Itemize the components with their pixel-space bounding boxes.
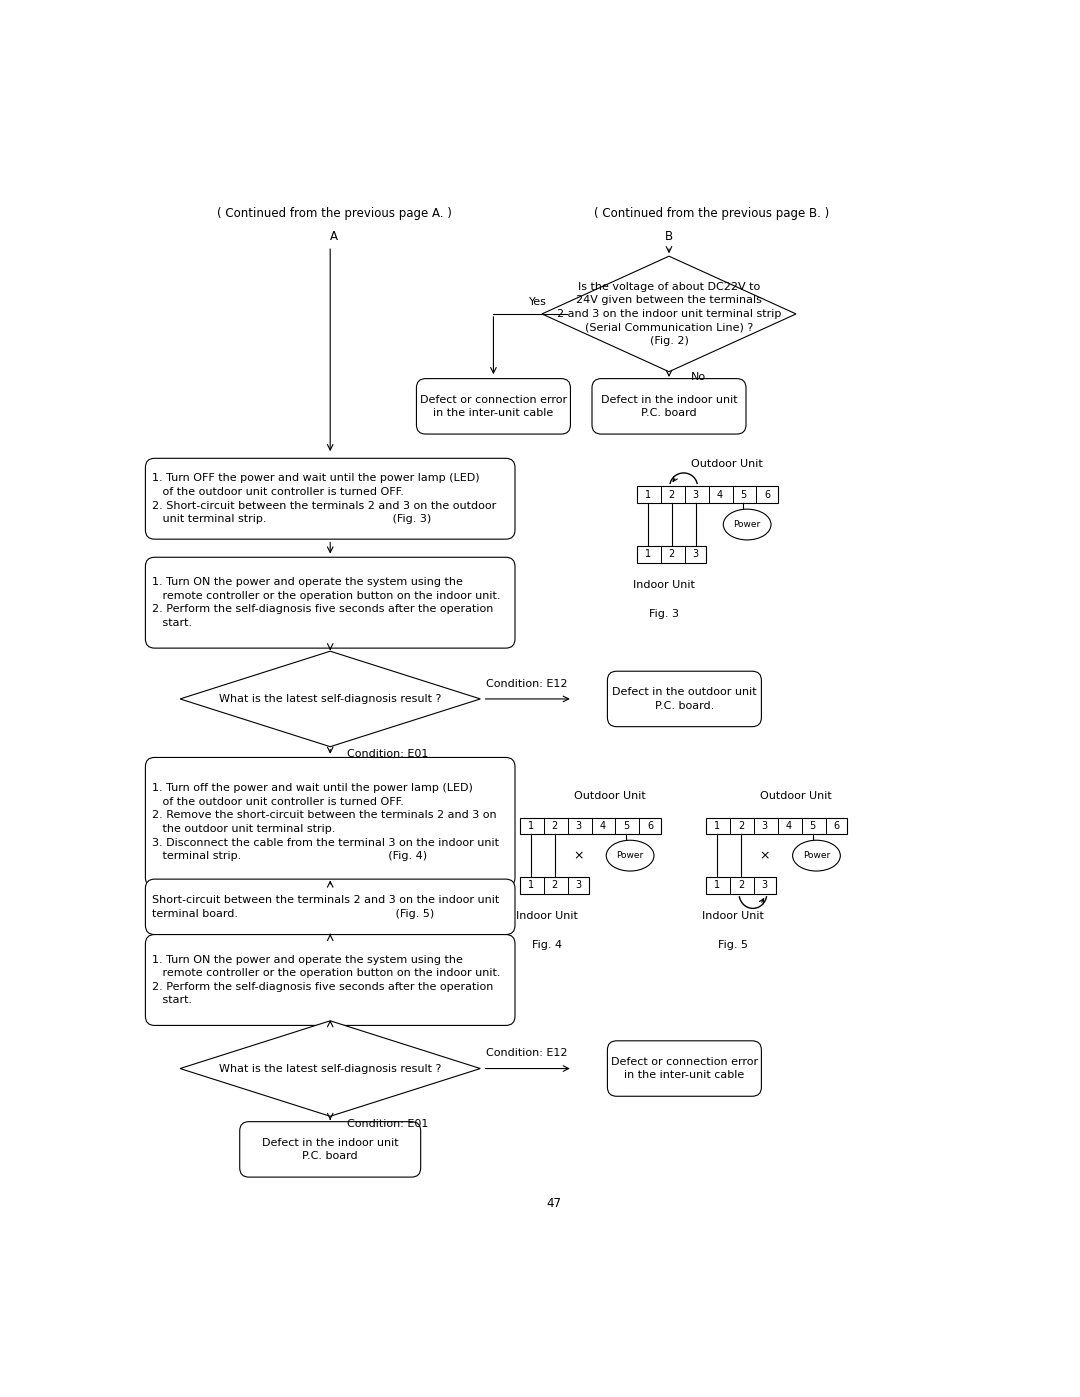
Text: Power: Power [733, 520, 760, 529]
Text: 3: 3 [761, 880, 768, 890]
Text: What is the latest self-diagnosis result ?: What is the latest self-diagnosis result… [219, 694, 442, 704]
Ellipse shape [793, 840, 840, 872]
Text: 2: 2 [738, 880, 744, 890]
Text: 2: 2 [738, 821, 744, 831]
Bar [637, 546, 706, 563]
Text: Defect or connection error
in the inter-unit cable: Defect or connection error in the inter-… [611, 1056, 758, 1080]
Text: 47: 47 [546, 1197, 561, 1210]
Text: Defect in the indoor unit
P.C. board: Defect in the indoor unit P.C. board [261, 1137, 399, 1161]
Polygon shape [542, 256, 796, 372]
Text: Defect in the outdoor unit
P.C. board.: Defect in the outdoor unit P.C. board. [612, 687, 757, 711]
Text: 1: 1 [645, 549, 651, 559]
Text: What is the latest self-diagnosis result ?: What is the latest self-diagnosis result… [219, 1063, 442, 1073]
FancyBboxPatch shape [146, 557, 515, 648]
Text: 4: 4 [716, 490, 723, 500]
Text: 1: 1 [528, 821, 534, 831]
Text: Short-circuit between the terminals 2 and 3 on the indoor unit
terminal board.  : Short-circuit between the terminals 2 an… [151, 895, 499, 919]
Text: Outdoor Unit: Outdoor Unit [691, 460, 762, 469]
Text: Fig. 4: Fig. 4 [531, 940, 562, 950]
Text: 1: 1 [714, 821, 720, 831]
Text: Outdoor Unit: Outdoor Unit [573, 791, 646, 800]
Text: Indoor Unit: Indoor Unit [702, 911, 765, 921]
Text: 5: 5 [810, 821, 815, 831]
Text: Power: Power [802, 851, 831, 861]
Text: Defect or connection error
in the inter-unit cable: Defect or connection error in the inter-… [420, 394, 567, 418]
Text: A: A [330, 231, 338, 243]
FancyBboxPatch shape [607, 671, 761, 726]
Text: 6: 6 [834, 821, 839, 831]
FancyBboxPatch shape [417, 379, 570, 434]
Text: Fig. 3: Fig. 3 [649, 609, 679, 619]
FancyBboxPatch shape [240, 1122, 421, 1178]
FancyBboxPatch shape [146, 879, 515, 935]
Text: 5: 5 [740, 490, 746, 500]
Text: No: No [690, 372, 705, 383]
Text: 3: 3 [692, 490, 699, 500]
Text: 5: 5 [623, 821, 630, 831]
Ellipse shape [724, 509, 771, 539]
Text: 1: 1 [528, 880, 534, 890]
Text: ×: × [573, 849, 584, 862]
Text: 1. Turn off the power and wait until the power lamp (LED)
   of the outdoor unit: 1. Turn off the power and wait until the… [151, 784, 499, 861]
Bar [519, 817, 661, 834]
FancyBboxPatch shape [146, 458, 515, 539]
Text: 3: 3 [576, 880, 582, 890]
Text: 1. Turn OFF the power and wait until the power lamp (LED)
   of the outdoor unit: 1. Turn OFF the power and wait until the… [151, 474, 496, 524]
Text: 2: 2 [669, 490, 675, 500]
Bar [706, 817, 847, 834]
Text: 2: 2 [552, 821, 557, 831]
Polygon shape [180, 1021, 481, 1116]
Text: Condition: E01: Condition: E01 [347, 749, 429, 760]
Text: 2: 2 [552, 880, 557, 890]
Bar [637, 486, 778, 503]
Text: ( Continued from the previous page A. ): ( Continued from the previous page A. ) [217, 207, 451, 221]
Text: Indoor Unit: Indoor Unit [633, 580, 694, 590]
Text: 1. Turn ON the power and operate the system using the
   remote controller or th: 1. Turn ON the power and operate the sys… [151, 577, 500, 629]
Text: 6: 6 [765, 490, 770, 500]
FancyBboxPatch shape [146, 935, 515, 1025]
FancyBboxPatch shape [146, 757, 515, 887]
Text: Outdoor Unit: Outdoor Unit [760, 791, 832, 800]
Text: 1. Turn ON the power and operate the system using the
   remote controller or th: 1. Turn ON the power and operate the sys… [151, 954, 500, 1006]
Text: Defect in the indoor unit
P.C. board: Defect in the indoor unit P.C. board [600, 394, 738, 418]
Text: 4: 4 [785, 821, 792, 831]
Text: Condition: E12: Condition: E12 [486, 1048, 567, 1058]
FancyBboxPatch shape [592, 379, 746, 434]
Text: Yes: Yes [529, 298, 548, 307]
Text: 2: 2 [669, 549, 675, 559]
FancyBboxPatch shape [607, 1041, 761, 1097]
Polygon shape [180, 651, 481, 746]
Text: Indoor Unit: Indoor Unit [516, 911, 578, 921]
Text: Condition: E12: Condition: E12 [486, 679, 567, 689]
Text: 6: 6 [647, 821, 653, 831]
Text: ( Continued from the previous page B. ): ( Continued from the previous page B. ) [594, 207, 829, 221]
Text: 3: 3 [576, 821, 582, 831]
Bar [519, 877, 590, 894]
Bar [706, 877, 775, 894]
Text: 3: 3 [692, 549, 699, 559]
Text: ×: × [759, 849, 770, 862]
Text: B: B [665, 231, 673, 243]
Text: Power: Power [617, 851, 644, 861]
Text: Condition: E01: Condition: E01 [347, 1119, 429, 1129]
Ellipse shape [606, 840, 654, 872]
Text: Fig. 5: Fig. 5 [718, 940, 748, 950]
Text: 3: 3 [761, 821, 768, 831]
Text: 1: 1 [714, 880, 720, 890]
Text: 1: 1 [645, 490, 651, 500]
Text: Is the voltage of about DC22V to
24V given between the terminals
2 and 3 on the : Is the voltage of about DC22V to 24V giv… [557, 282, 781, 346]
Text: 4: 4 [599, 821, 606, 831]
